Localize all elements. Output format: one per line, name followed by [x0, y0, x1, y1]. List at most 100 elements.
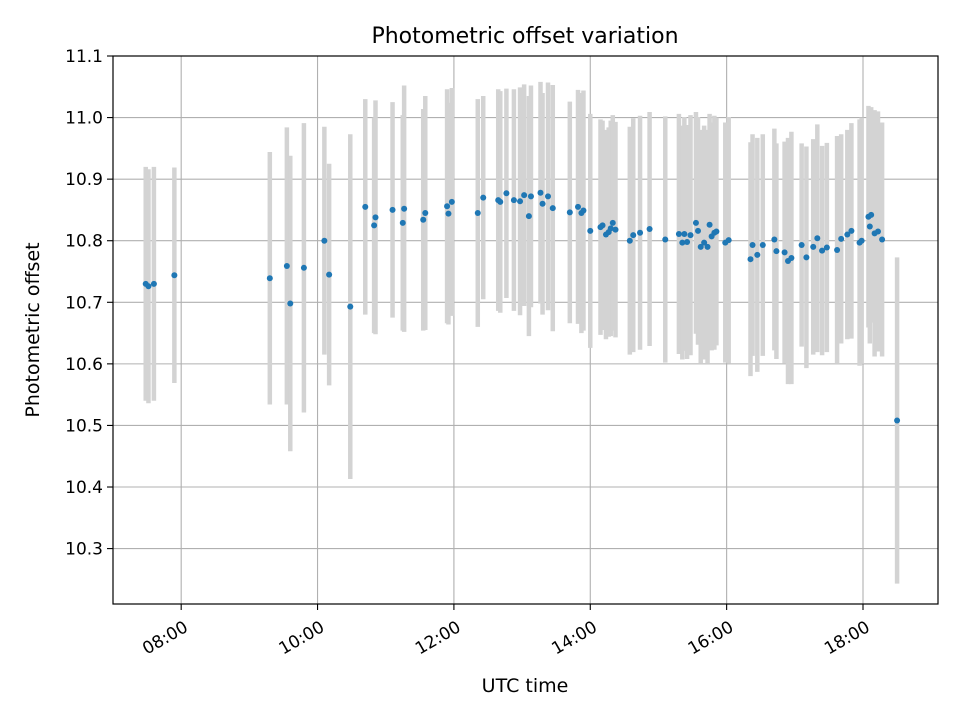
- data-point: [788, 254, 795, 261]
- data-point: [894, 417, 901, 424]
- data-point: [858, 237, 865, 244]
- data-point: [704, 243, 711, 250]
- error-bars: [143, 81, 900, 584]
- data-point: [575, 203, 581, 210]
- data-point: [497, 198, 504, 205]
- y-tick-label: 11.0: [65, 109, 103, 129]
- data-point: [626, 237, 633, 244]
- y-tick-label: 10.5: [65, 416, 103, 436]
- data-point: [171, 272, 178, 279]
- data-point: [759, 242, 766, 249]
- x-tick-label: 16:00: [685, 617, 737, 659]
- data-point: [725, 237, 732, 244]
- y-tick-label: 10.6: [65, 355, 103, 375]
- data-point: [773, 248, 780, 255]
- data-point: [326, 271, 333, 278]
- data-point: [537, 189, 544, 196]
- x-axis-label: UTC time: [482, 675, 569, 697]
- y-tick-label: 10.4: [65, 478, 103, 498]
- y-tick-label: 10.3: [65, 540, 103, 560]
- data-point: [420, 216, 427, 223]
- data-point: [701, 239, 708, 246]
- plot-frame: [112, 55, 939, 605]
- data-point: [679, 239, 686, 246]
- data-point: [810, 243, 817, 250]
- data-point: [580, 207, 587, 214]
- data-point: [510, 197, 517, 204]
- data-point: [630, 232, 637, 239]
- y-tick-label: 10.9: [65, 170, 103, 190]
- data-point: [527, 193, 534, 200]
- data-point: [587, 227, 594, 234]
- data-point: [401, 205, 408, 212]
- data-point: [371, 222, 378, 229]
- data-point: [675, 230, 682, 237]
- data-point: [747, 256, 754, 263]
- data-point: [300, 264, 307, 271]
- data-point: [525, 213, 532, 220]
- data-point: [347, 303, 354, 310]
- data-point: [599, 222, 606, 229]
- y-tick-label: 11.1: [65, 47, 103, 67]
- data-point: [692, 219, 699, 226]
- data-point: [646, 226, 653, 233]
- data-point: [287, 300, 294, 307]
- data-point: [503, 190, 510, 197]
- data-point: [819, 247, 826, 254]
- data-point: [681, 230, 688, 237]
- x-tick-label: 18:00: [821, 617, 873, 659]
- data-point: [480, 194, 487, 201]
- data-point: [838, 235, 845, 242]
- x-tick-label: 14:00: [548, 617, 600, 659]
- data-point: [637, 229, 644, 236]
- data-point: [875, 228, 881, 235]
- data-point: [771, 236, 778, 243]
- data-point: [844, 231, 851, 238]
- x-tick-label: 10:00: [276, 617, 328, 659]
- data-point: [662, 236, 669, 243]
- data-point: [697, 243, 704, 250]
- data-point: [521, 192, 528, 199]
- data-point: [150, 280, 157, 287]
- data-point: [749, 242, 756, 249]
- chart-title: Photometric offset variation: [371, 24, 678, 49]
- y-axis-label: Photometric offset: [22, 242, 44, 417]
- data-point: [145, 283, 152, 290]
- data-point: [866, 223, 873, 230]
- data-point: [566, 209, 573, 216]
- data-point: [372, 214, 379, 221]
- data-point: [834, 246, 841, 253]
- data-point: [517, 198, 524, 205]
- x-tick-label: 12:00: [412, 617, 464, 659]
- data-point: [549, 205, 556, 212]
- data-point: [684, 238, 691, 245]
- data-point: [362, 203, 369, 210]
- data-point: [713, 228, 720, 235]
- data-point: [445, 210, 452, 217]
- data-point: [422, 210, 429, 217]
- data-point: [389, 206, 396, 213]
- data-point: [607, 225, 614, 232]
- data-point: [695, 227, 701, 234]
- y-axis: 10.3 10.4 10.5 10.6 10.7 10.8 10.9 11.0 11.1: [65, 47, 113, 560]
- data-point: [687, 232, 694, 239]
- data-point: [868, 211, 875, 218]
- data-point: [754, 251, 761, 258]
- data-point: [706, 221, 713, 228]
- data-point: [612, 226, 619, 233]
- data-point: [444, 203, 451, 210]
- data-point: [545, 193, 551, 200]
- data-point: [399, 219, 406, 226]
- data-point: [798, 242, 805, 249]
- data-point: [803, 254, 810, 261]
- data-point: [266, 275, 273, 282]
- data-point: [781, 249, 788, 256]
- y-tick-label: 10.7: [65, 293, 103, 313]
- data-point: [609, 219, 616, 226]
- data-point: [539, 200, 546, 207]
- y-tick-label: 10.8: [65, 232, 103, 252]
- data-points: [142, 189, 901, 424]
- data-point: [283, 262, 290, 269]
- data-point: [321, 237, 328, 244]
